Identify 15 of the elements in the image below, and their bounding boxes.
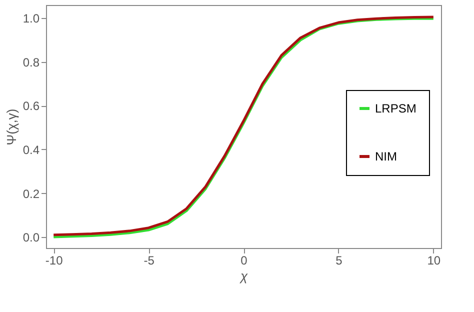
y-tick-label: 0.4: [22, 142, 40, 157]
y-tick-label: 1.0: [22, 12, 40, 26]
x-tick-label: 5: [336, 254, 343, 268]
y-axis-title: Ψ(χ,γ): [4, 108, 19, 146]
y-tick-label: 0.0: [22, 230, 40, 245]
legend-label: NIM: [375, 150, 397, 164]
x-tick-label: 10: [427, 254, 441, 268]
y-tick-label: 0.8: [22, 55, 40, 70]
y-tick-label: 0.6: [22, 99, 40, 114]
y-tick-label: 0.2: [22, 186, 40, 201]
x-axis-title: χ: [239, 268, 248, 284]
x-tick-label: -10: [45, 254, 64, 268]
x-tick-label: -5: [144, 254, 155, 268]
legend-label: LRPSM: [375, 102, 416, 116]
x-tick-label: 0: [240, 254, 248, 268]
